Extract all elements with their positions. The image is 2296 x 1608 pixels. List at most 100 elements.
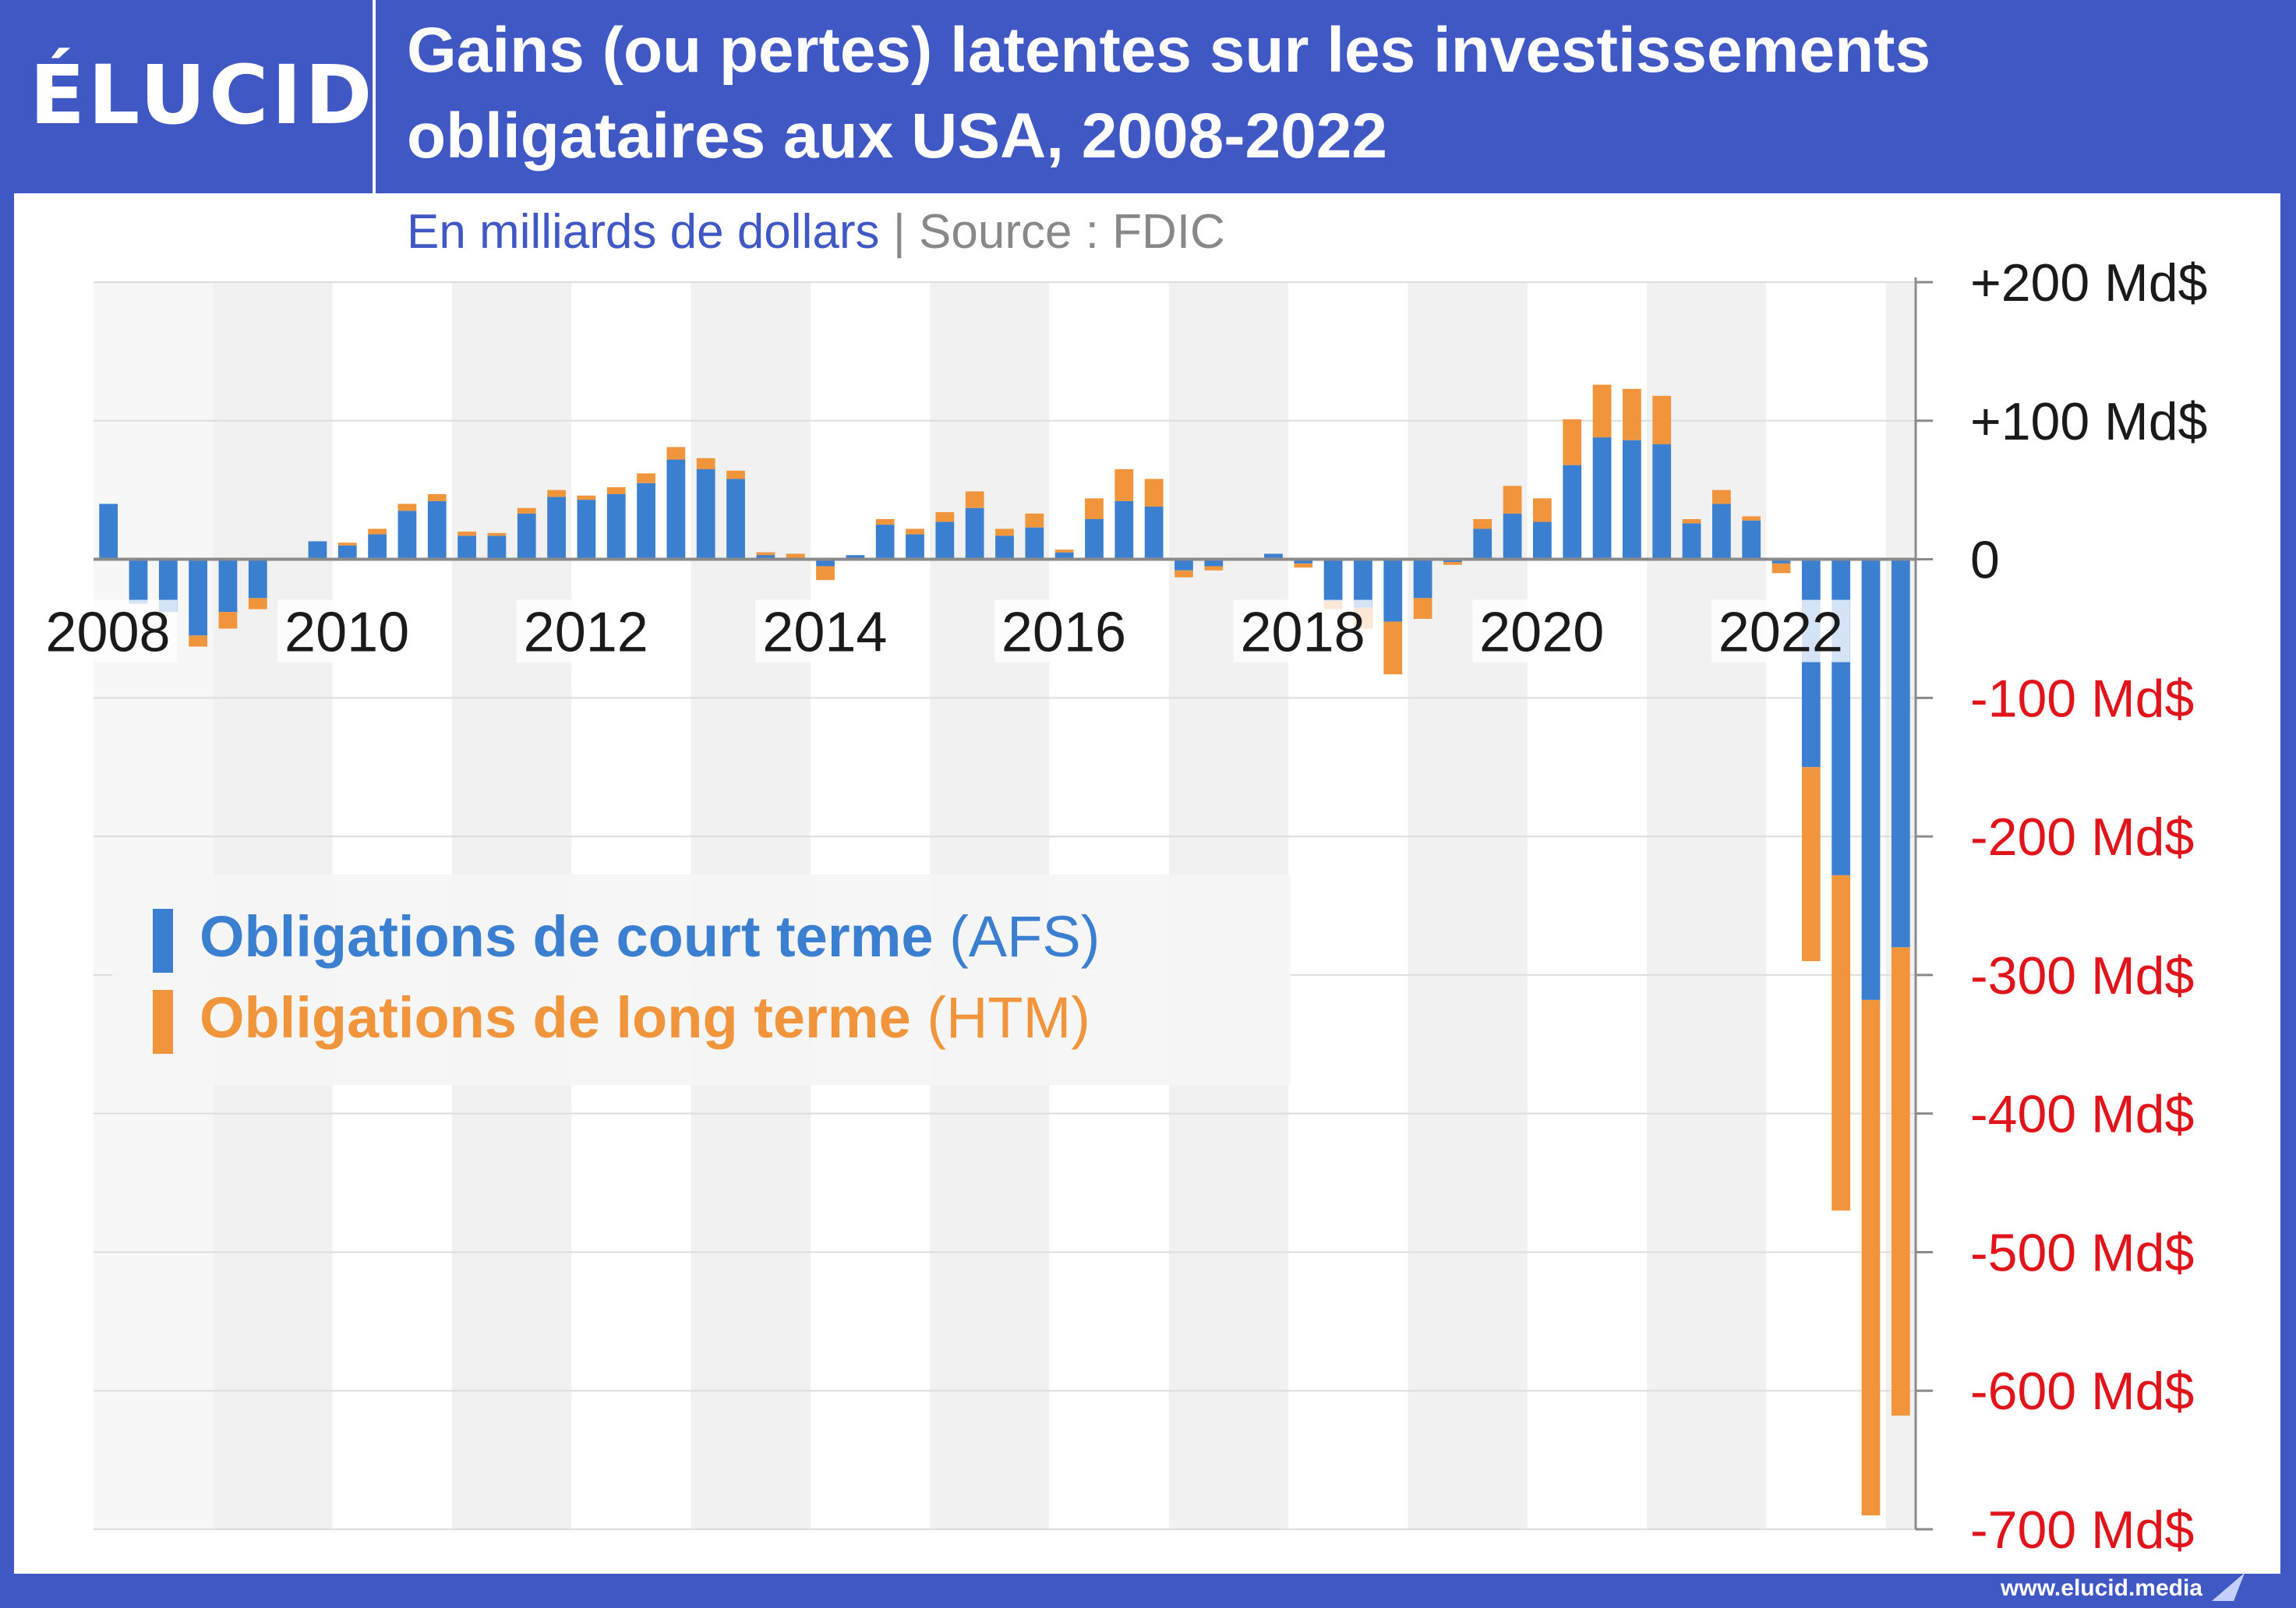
bar-afs	[218, 559, 238, 613]
bar-htm	[1563, 419, 1582, 465]
bar-afs	[666, 459, 686, 560]
x-tick-label: 2008	[45, 602, 170, 664]
y-tick-labels: +200 Md$ +100 Md$ 0 -100 Md$ -200 Md$ -300 Md…	[1970, 253, 2207, 1560]
bar-afs	[1085, 519, 1104, 560]
legend-text-htm: Obligations de long terme (HTM)	[200, 979, 1090, 1057]
x-tick-bg	[38, 599, 178, 663]
bar-htm	[1623, 388, 1641, 440]
bar-htm	[935, 512, 955, 522]
y-tick-label: -400 Md$	[1970, 1085, 2194, 1144]
y-tick-label: +100 Md$	[1970, 392, 2207, 451]
bar-afs	[875, 525, 895, 560]
bar-htm	[1085, 498, 1104, 519]
legend-code-htm: (HTM)	[927, 985, 1090, 1050]
x-tick-label: 2020	[1479, 602, 1604, 664]
bar-afs	[129, 559, 148, 604]
bar-htm	[1801, 767, 1821, 962]
bar-htm	[487, 532, 507, 536]
bar-htm	[1891, 947, 1910, 1416]
y-tick-label: -300 Md$	[1970, 946, 2194, 1005]
legend-swatch-htm	[153, 990, 173, 1054]
bar-afs	[427, 500, 447, 560]
bar-htm	[1503, 486, 1522, 514]
bar-htm	[1294, 563, 1313, 568]
bar-htm	[1174, 570, 1193, 578]
bar-htm	[1832, 875, 1851, 1211]
bar-htm	[666, 447, 686, 460]
bar-htm	[368, 528, 387, 535]
y-tick-label: +200 Md$	[1970, 253, 2207, 313]
bar-afs	[337, 545, 357, 560]
bar-afs	[1264, 553, 1283, 560]
bar-afs	[397, 511, 417, 560]
legend-label-afs: Obligations de court terme	[200, 904, 934, 969]
bar-htm	[816, 566, 835, 581]
legend-label-htm: Obligations de long terme	[200, 985, 911, 1050]
header-divider	[373, 0, 376, 193]
bar-htm	[577, 495, 596, 500]
x-tick-label: 2012	[524, 602, 648, 664]
bar-afs	[1114, 500, 1134, 560]
bar-afs	[1354, 559, 1372, 608]
bar-afs	[965, 507, 984, 560]
bar-htm	[875, 519, 895, 525]
bar-afs	[1533, 521, 1552, 560]
bar-afs	[1383, 559, 1403, 622]
source-label: Source : FDIC	[919, 205, 1225, 259]
bar-htm	[1413, 598, 1432, 619]
x-tick-bg	[1233, 599, 1372, 663]
x-tick-label: 2010	[284, 602, 409, 664]
axes	[94, 277, 1933, 1531]
legend-text-afs: Obligations de court terme (AFS)	[200, 898, 1100, 976]
legend-swatch-afs	[153, 909, 173, 973]
bar-afs	[726, 479, 745, 560]
bar-htm	[965, 491, 984, 508]
bar-htm	[756, 552, 775, 556]
subtitle-separator: |	[892, 205, 906, 259]
bar-afs	[158, 559, 178, 613]
bar-afs	[1174, 559, 1193, 571]
bar-afs	[1054, 552, 1074, 560]
bar-afs	[1413, 559, 1432, 599]
x-tick-label: 2016	[1001, 602, 1126, 664]
chart-subtitle: En milliards de dollars | Source : FDIC	[407, 201, 1225, 263]
x-tick-label: 2022	[1718, 602, 1843, 664]
unit-label: En milliards de dollars	[407, 205, 880, 259]
y-tick-label: -600 Md$	[1970, 1362, 2194, 1421]
arrow-icon	[2212, 1573, 2245, 1601]
bar-afs	[606, 494, 626, 560]
bar-afs	[1204, 559, 1224, 567]
x-tick-bg	[1711, 599, 1850, 663]
bar-afs	[308, 541, 327, 560]
bar-htm	[427, 494, 447, 501]
bars	[99, 384, 1910, 1516]
bar-htm	[547, 489, 566, 497]
bar-htm	[1771, 563, 1791, 574]
bar-htm	[397, 504, 417, 511]
x-tick-bg	[516, 599, 655, 663]
y-tick-label: -100 Md$	[1970, 669, 2194, 728]
bar-htm	[218, 612, 238, 629]
footer-url[interactable]: www.elucid.media	[2001, 1575, 2202, 1601]
bar-afs	[517, 513, 536, 560]
bar-htm	[906, 528, 924, 535]
bar-htm	[726, 470, 745, 479]
elucid-logo[interactable]: ÉLUCID	[30, 48, 376, 143]
bar-afs	[1623, 440, 1641, 560]
legend: Obligations de court terme (AFS) Obligat…	[112, 875, 1291, 1085]
bar-afs	[935, 521, 955, 560]
bar-htm	[1533, 498, 1552, 522]
y-tick-label: -500 Md$	[1970, 1223, 2194, 1282]
bar-afs	[637, 482, 655, 560]
bar-afs	[816, 559, 835, 567]
x-tick-bg	[755, 599, 895, 663]
bar-afs	[846, 555, 865, 560]
x-tick-bg	[1472, 599, 1612, 663]
bar-htm	[1592, 384, 1612, 438]
bar-afs	[756, 552, 775, 560]
bar-htm	[1711, 489, 1731, 504]
bar-htm	[1114, 469, 1134, 501]
bar-htm	[1025, 513, 1044, 528]
bar-htm	[696, 458, 715, 469]
